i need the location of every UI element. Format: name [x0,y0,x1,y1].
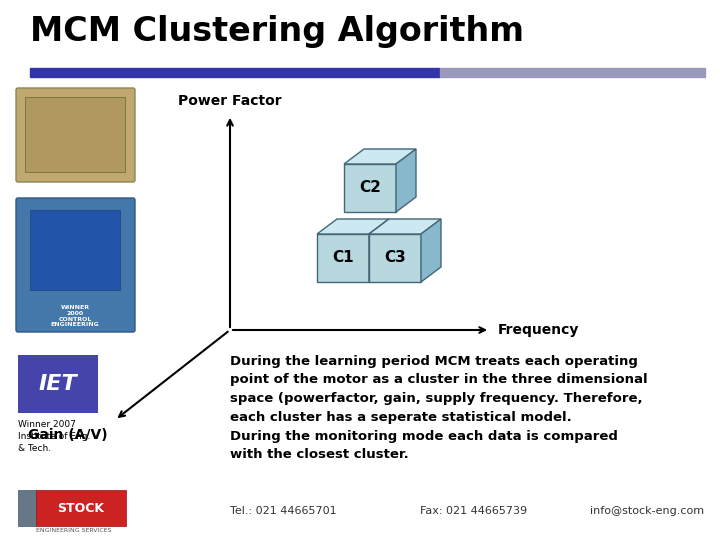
Polygon shape [317,234,369,282]
Text: Frequency: Frequency [498,323,580,337]
Polygon shape [421,219,441,282]
Text: During the monitoring mode each data is compared
with the closest cluster.: During the monitoring mode each data is … [230,430,618,462]
FancyBboxPatch shape [16,198,135,332]
Text: During the learning period MCM treats each operating
point of the motor as a clu: During the learning period MCM treats ea… [230,355,647,423]
Polygon shape [369,234,421,282]
Polygon shape [344,149,416,164]
Bar [30,210,120,290]
Polygon shape [396,149,416,212]
Text: C1: C1 [332,251,354,266]
FancyBboxPatch shape [16,88,135,182]
Text: C3: C3 [384,251,406,266]
Text: Tel.: 021 44665701: Tel.: 021 44665701 [230,506,337,516]
Polygon shape [317,219,389,234]
Text: Power Factor: Power Factor [178,94,282,108]
Bar [440,68,705,77]
Bar [25,97,125,172]
Text: WINNER
2000
CONTROL
ENGINEERING: WINNER 2000 CONTROL ENGINEERING [50,305,99,327]
Polygon shape [369,219,389,282]
Text: info@stock-eng.com: info@stock-eng.com [590,506,704,516]
Text: Gain (A/V): Gain (A/V) [28,428,108,442]
Text: IET: IET [39,374,77,394]
Polygon shape [369,219,441,234]
Bar [18,490,36,526]
Bar [18,355,98,413]
Bar [36,490,126,526]
Text: ENGINEERING SERVICES: ENGINEERING SERVICES [36,528,112,533]
Bar [30,68,440,77]
Text: STOCK: STOCK [58,502,104,515]
Polygon shape [344,164,396,212]
Text: Fax: 021 44665739: Fax: 021 44665739 [420,506,527,516]
Text: C2: C2 [359,180,381,195]
Text: MCM Clustering Algorithm: MCM Clustering Algorithm [30,15,524,48]
Text: Winner 2007
Institute of Eng.
& Tech.: Winner 2007 Institute of Eng. & Tech. [18,420,91,453]
